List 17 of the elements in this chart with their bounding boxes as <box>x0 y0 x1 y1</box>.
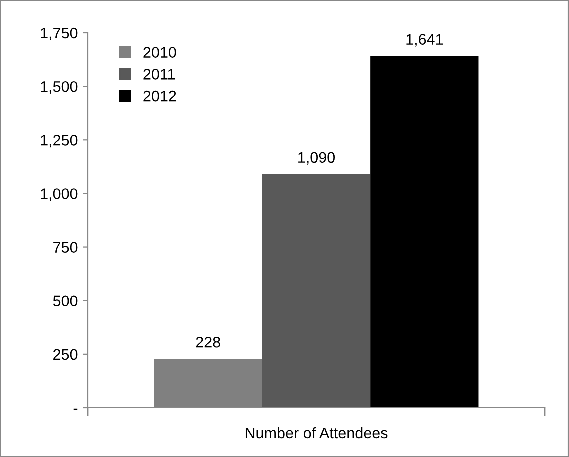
y-tick-label: 1,000 <box>41 188 78 202</box>
y-tick-label: 1,750 <box>41 28 78 40</box>
legend-label: 2011 <box>144 69 176 80</box>
data-label: 228 <box>196 336 220 348</box>
y-tick-label: 250 <box>54 349 78 360</box>
legend-label: 2012 <box>144 90 176 102</box>
x-tick-label: Number of Attendees <box>246 427 388 439</box>
y-tick-label: 1,250 <box>41 135 78 148</box>
bar <box>370 56 479 408</box>
data-label: 1,090 <box>298 152 336 165</box>
bar <box>262 174 371 408</box>
y-tick-label: 750 <box>54 242 78 253</box>
y-tick-label: - <box>74 408 78 410</box>
data-label: 1,641 <box>406 34 444 47</box>
y-tick-label: 1,500 <box>41 81 78 94</box>
legend-label: 2010 <box>144 47 176 58</box>
y-tick-label: 500 <box>53 296 78 307</box>
